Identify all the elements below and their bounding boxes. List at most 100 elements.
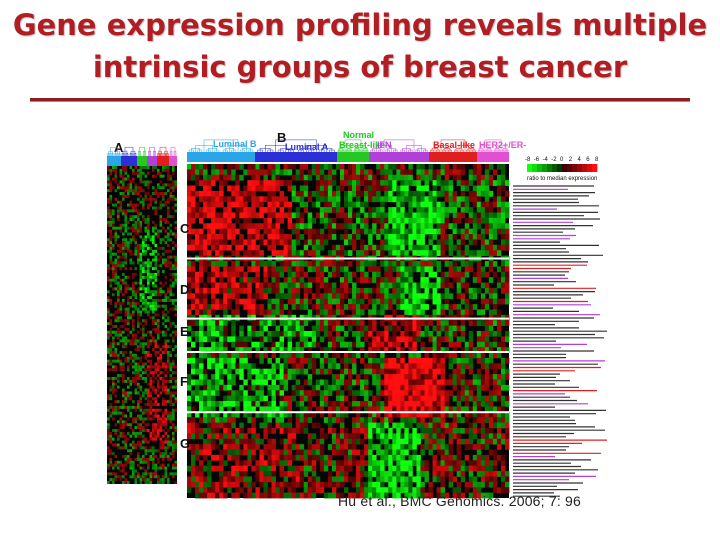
heatmap-cell — [207, 357, 212, 364]
panel-a-cell — [157, 379, 160, 383]
panel-a-cell — [109, 232, 113, 236]
heatmap-cell — [255, 277, 260, 283]
heatmap-cell — [299, 260, 305, 267]
heatmap-cell — [187, 406, 192, 413]
heatmap-cell — [287, 185, 293, 192]
heatmap-cell — [400, 298, 405, 305]
panel-a-cell — [147, 287, 150, 291]
panel-a-cell — [154, 301, 158, 305]
heatmap-cell — [195, 174, 200, 181]
heatmap-cell — [376, 331, 381, 337]
heatmap-cell — [207, 212, 212, 219]
heatmap-cell — [243, 217, 248, 224]
heatmap-cell — [287, 341, 293, 348]
heatmap-cell — [500, 207, 506, 213]
heatmap-cell — [243, 196, 248, 203]
panel-a-cell — [149, 368, 153, 372]
heatmap-cell — [323, 298, 329, 305]
heatmap-cell — [380, 260, 385, 267]
heatmap-cell — [251, 309, 256, 316]
panel-a-cell — [152, 293, 155, 297]
heatmap-cell — [207, 401, 212, 407]
panel-a-bar-segment — [147, 156, 157, 166]
heatmap-cell — [504, 207, 510, 213]
panel-a-cell — [112, 246, 115, 250]
heatmap-cell — [372, 244, 377, 251]
panel-a-cell — [124, 397, 128, 401]
heatmap-cell — [468, 363, 474, 370]
panel-a-cell — [134, 333, 138, 337]
heatmap-cell — [444, 347, 450, 353]
heatmap-cell — [500, 201, 506, 208]
panel-a-cell — [142, 200, 145, 204]
heatmap-cell — [468, 180, 474, 186]
heatmap-cell — [207, 260, 212, 267]
panel-a-cell — [164, 264, 168, 268]
heatmap-cell — [436, 352, 441, 359]
panel-a-cell — [157, 359, 160, 363]
heatmap-cell — [420, 304, 425, 310]
panel-a-cell — [174, 428, 178, 432]
heatmap-cell — [424, 390, 429, 397]
heatmap-cell — [287, 271, 293, 278]
heatmap-cell — [215, 379, 220, 386]
panel-a-cell — [144, 301, 148, 305]
panel-a-cell — [144, 481, 148, 485]
panel-a-cell — [147, 310, 150, 314]
heatmap-cell — [436, 331, 441, 337]
heatmap-cell — [500, 411, 506, 418]
panel-a-cell — [112, 350, 115, 354]
heatmap-cell — [356, 190, 361, 197]
panel-a-cell — [142, 166, 145, 169]
heatmap-cell — [392, 368, 397, 375]
heatmap-cell — [384, 347, 389, 353]
panel-a-cell — [169, 402, 173, 406]
panel-a-cell — [124, 391, 128, 395]
heatmap-cell — [500, 228, 506, 235]
panel-a-cell — [169, 420, 173, 424]
heatmap-cell — [464, 244, 470, 251]
heatmap-cell — [263, 223, 268, 230]
heatmap-cell — [219, 341, 224, 348]
panel-a-cell — [134, 293, 138, 297]
panel-a-cell — [117, 385, 120, 389]
heatmap-cell — [223, 325, 228, 332]
panel-a-cell — [162, 238, 165, 242]
heatmap-cell — [460, 234, 466, 240]
heatmap-cell — [416, 304, 421, 310]
heatmap-cell — [424, 217, 429, 224]
panel-a-cell — [154, 342, 158, 346]
panel-a-cell — [174, 209, 178, 213]
panel-a-cell — [157, 402, 160, 406]
panel-a-cell — [129, 313, 133, 317]
heatmap-cell — [315, 341, 321, 348]
heatmap-cell — [408, 201, 413, 208]
panel-a-cell — [114, 472, 118, 476]
panel-a-cell — [112, 220, 115, 224]
heatmap-cell — [191, 196, 196, 203]
heatmap-cell — [396, 223, 401, 230]
heatmap-cell — [456, 390, 462, 397]
heatmap-cell — [440, 427, 446, 434]
heatmap-cell — [388, 336, 393, 343]
panel-a-cell — [139, 171, 143, 175]
heatmap-cell — [219, 271, 224, 278]
heatmap-cell — [215, 287, 220, 294]
heatmap-cell — [343, 271, 349, 278]
dendrogram-branch — [118, 153, 121, 156]
heatmap-cell — [476, 207, 482, 213]
heatmap-cell — [384, 304, 389, 310]
heatmap-cell — [396, 352, 401, 359]
panel-a-cell — [162, 423, 165, 427]
heatmap-cell — [335, 325, 341, 332]
heatmap-cell — [480, 352, 486, 359]
panel-a-cell — [134, 281, 138, 285]
panel-a-cell — [147, 397, 150, 401]
heatmap-cell — [199, 217, 204, 224]
heatmap-cell — [319, 185, 325, 192]
panel-a-cell — [159, 353, 163, 357]
heatmap-cell — [440, 401, 446, 407]
heatmap-cell — [488, 309, 494, 316]
heatmap-cell — [223, 298, 228, 305]
heatmap-cell — [295, 298, 301, 305]
